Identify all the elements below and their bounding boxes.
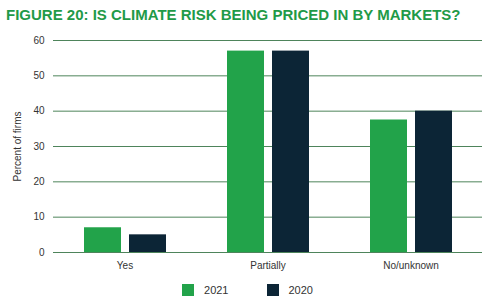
svg-text:30: 30 [33, 141, 45, 152]
svg-text:60: 60 [33, 35, 45, 46]
svg-text:Percent of firms: Percent of firms [12, 111, 23, 181]
html-text:2020: 2020 [288, 284, 313, 296]
svg-text:20: 20 [33, 176, 45, 187]
svg-text:Yes: Yes [117, 260, 133, 271]
svg-text:0: 0 [39, 247, 45, 258]
svg-text:10: 10 [33, 211, 45, 222]
svg-text:Partially: Partially [250, 260, 286, 271]
html-text:FIGURE 20: IS CLIMATE RISK BEI: FIGURE 20: IS CLIMATE RISK BEING PRICED … [6, 6, 461, 23]
svg-text:50: 50 [33, 70, 45, 81]
html-text:2021: 2021 [204, 284, 229, 296]
svg-text:40: 40 [33, 105, 45, 116]
svg-text:No/unknown: No/unknown [383, 260, 439, 271]
